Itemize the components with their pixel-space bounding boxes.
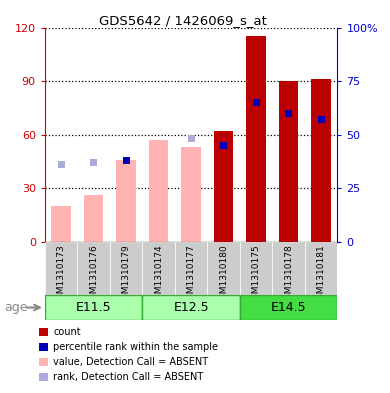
FancyBboxPatch shape [45,295,142,320]
Text: E12.5: E12.5 [173,301,209,314]
Bar [181,147,201,242]
FancyBboxPatch shape [142,242,175,295]
Bar [188,135,195,142]
Text: GSM1310181: GSM1310181 [317,244,326,305]
Text: count: count [53,327,81,337]
Text: GSM1310180: GSM1310180 [219,244,228,305]
Bar [246,37,266,242]
Text: value, Detection Call = ABSENT: value, Detection Call = ABSENT [53,357,209,367]
Text: GSM1310173: GSM1310173 [57,244,66,305]
Text: GSM1310175: GSM1310175 [252,244,261,305]
Text: GSM1310178: GSM1310178 [284,244,293,305]
Bar [214,131,233,242]
Text: percentile rank within the sample: percentile rank within the sample [53,342,218,352]
FancyBboxPatch shape [77,242,110,295]
Bar [90,159,97,166]
FancyBboxPatch shape [45,242,77,295]
FancyBboxPatch shape [305,242,337,295]
Bar [51,206,71,242]
Bar [58,161,64,168]
Bar [123,157,129,164]
FancyBboxPatch shape [272,242,305,295]
Text: GSM1310179: GSM1310179 [122,244,131,305]
Text: GDS5642 / 1426069_s_at: GDS5642 / 1426069_s_at [99,14,267,27]
Text: E11.5: E11.5 [76,301,112,314]
FancyBboxPatch shape [110,242,142,295]
Text: GSM1310176: GSM1310176 [89,244,98,305]
FancyBboxPatch shape [240,295,337,320]
Text: rank, Detection Call = ABSENT: rank, Detection Call = ABSENT [53,372,204,382]
Bar [149,140,168,242]
Text: GSM1310177: GSM1310177 [186,244,196,305]
FancyBboxPatch shape [175,242,207,295]
FancyBboxPatch shape [142,295,240,320]
FancyBboxPatch shape [240,242,272,295]
Text: E14.5: E14.5 [271,301,307,314]
Bar [253,99,259,106]
FancyBboxPatch shape [207,242,240,295]
Bar [116,160,136,242]
Bar [311,79,331,242]
Bar [220,142,227,149]
Bar [318,116,324,123]
Text: age: age [4,301,27,314]
Bar [84,195,103,242]
Text: GSM1310174: GSM1310174 [154,244,163,305]
Bar [279,81,298,242]
Bar [285,110,292,117]
